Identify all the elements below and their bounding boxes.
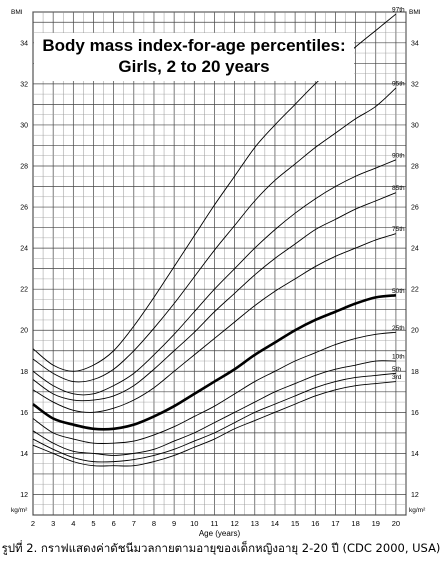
series-label-75th: 75th bbox=[392, 226, 405, 233]
x-tick-label: 2 bbox=[31, 519, 35, 528]
y-tick-label-right: 16 bbox=[411, 410, 419, 417]
grid-lines bbox=[32, 11, 407, 516]
x-tick-label: 11 bbox=[211, 519, 219, 528]
x-tick-label: 13 bbox=[251, 519, 259, 528]
y-tick-label: 20 bbox=[20, 328, 28, 335]
x-tick-label: 10 bbox=[190, 519, 198, 528]
figure-caption: รูปที่ 2. กราฟแสดงค่าดัชนีมวลกายตามอายุข… bbox=[1, 541, 441, 555]
x-tick-label: 4 bbox=[71, 519, 75, 528]
series-label-5th: 5th bbox=[392, 366, 401, 373]
chart-title-line2: Girls, 2 to 20 years bbox=[118, 57, 270, 76]
y-tick-label-right: 18 bbox=[411, 369, 419, 376]
y-tick-label-right: 22 bbox=[411, 287, 419, 294]
x-axis-label: Age (years) bbox=[199, 529, 241, 538]
y-tick-label: 26 bbox=[20, 205, 28, 212]
x-tick-label: 16 bbox=[311, 519, 319, 528]
y-axis-label-top: BMI bbox=[11, 9, 23, 16]
series-label-3rd: 3rd bbox=[392, 374, 402, 381]
y-axis-label-top: BMI bbox=[409, 9, 421, 16]
series-label-97th: 97th bbox=[392, 7, 405, 14]
x-tick-label: 7 bbox=[132, 519, 136, 528]
y-tick-label: 34 bbox=[20, 40, 28, 47]
y-tick-label-right: 32 bbox=[411, 81, 419, 88]
y-tick-label-right: 28 bbox=[411, 163, 419, 170]
x-tick-label: 3 bbox=[51, 519, 55, 528]
y-tick-label-right: 14 bbox=[411, 451, 419, 458]
y-tick-label: 16 bbox=[20, 410, 28, 417]
y-tick-label-right: 34 bbox=[411, 40, 419, 47]
y-tick-label: 12 bbox=[20, 492, 28, 499]
series-label-10th: 10th bbox=[392, 354, 405, 361]
series-line-85th bbox=[32, 192, 397, 402]
x-tick-label: 12 bbox=[230, 519, 238, 528]
y-tick-label-right: 12 bbox=[411, 492, 419, 499]
y-tick-label-right: 20 bbox=[411, 328, 419, 335]
x-tick-label: 19 bbox=[372, 519, 380, 528]
chart-title: Body mass index-for-age percentiles: Gir… bbox=[34, 33, 354, 81]
series-line-10th bbox=[32, 360, 396, 456]
series-label-85th: 85th bbox=[392, 185, 405, 192]
series-label-95th: 95th bbox=[392, 80, 405, 87]
chart-title-line1: Body mass index-for-age percentiles: bbox=[42, 36, 346, 55]
x-tick-label: 6 bbox=[112, 519, 116, 528]
y-tick-label: 24 bbox=[20, 246, 28, 253]
y-axis-label-bottom: kg/m² bbox=[409, 507, 426, 514]
x-tick-label: 20 bbox=[392, 519, 400, 528]
x-tick-label: 5 bbox=[91, 519, 95, 528]
series-line-25th bbox=[32, 331, 396, 444]
series-line-75th bbox=[32, 233, 397, 413]
series-line-3rd bbox=[32, 381, 396, 467]
y-tick-label: 14 bbox=[20, 451, 28, 458]
x-tick-label: 8 bbox=[152, 519, 156, 528]
y-tick-label: 18 bbox=[20, 369, 28, 376]
series-line-50th bbox=[32, 294, 397, 431]
series-line-90th bbox=[32, 159, 397, 396]
x-tick-label: 9 bbox=[172, 519, 176, 528]
plot-area bbox=[32, 11, 407, 516]
x-tick-label: 15 bbox=[291, 519, 299, 528]
y-tick-label-right: 24 bbox=[411, 246, 419, 253]
y-tick-label-right: 26 bbox=[411, 205, 419, 212]
y-tick-label: 22 bbox=[20, 287, 28, 294]
series-label-90th: 90th bbox=[392, 152, 405, 159]
series-label-25th: 25th bbox=[392, 325, 405, 332]
y-axis-label-bottom: kg/m² bbox=[11, 507, 28, 514]
series-line-5th bbox=[32, 372, 396, 463]
y-tick-label: 28 bbox=[20, 163, 28, 170]
x-tick-label: 17 bbox=[331, 519, 339, 528]
y-tick-label: 30 bbox=[20, 122, 28, 129]
y-tick-label-right: 30 bbox=[411, 122, 419, 129]
series-label-50th: 50th bbox=[392, 288, 405, 295]
x-tick-label: 18 bbox=[351, 519, 359, 528]
series-line-95th bbox=[32, 87, 397, 383]
x-tick-label: 14 bbox=[271, 519, 279, 528]
y-tick-label: 32 bbox=[20, 81, 28, 88]
